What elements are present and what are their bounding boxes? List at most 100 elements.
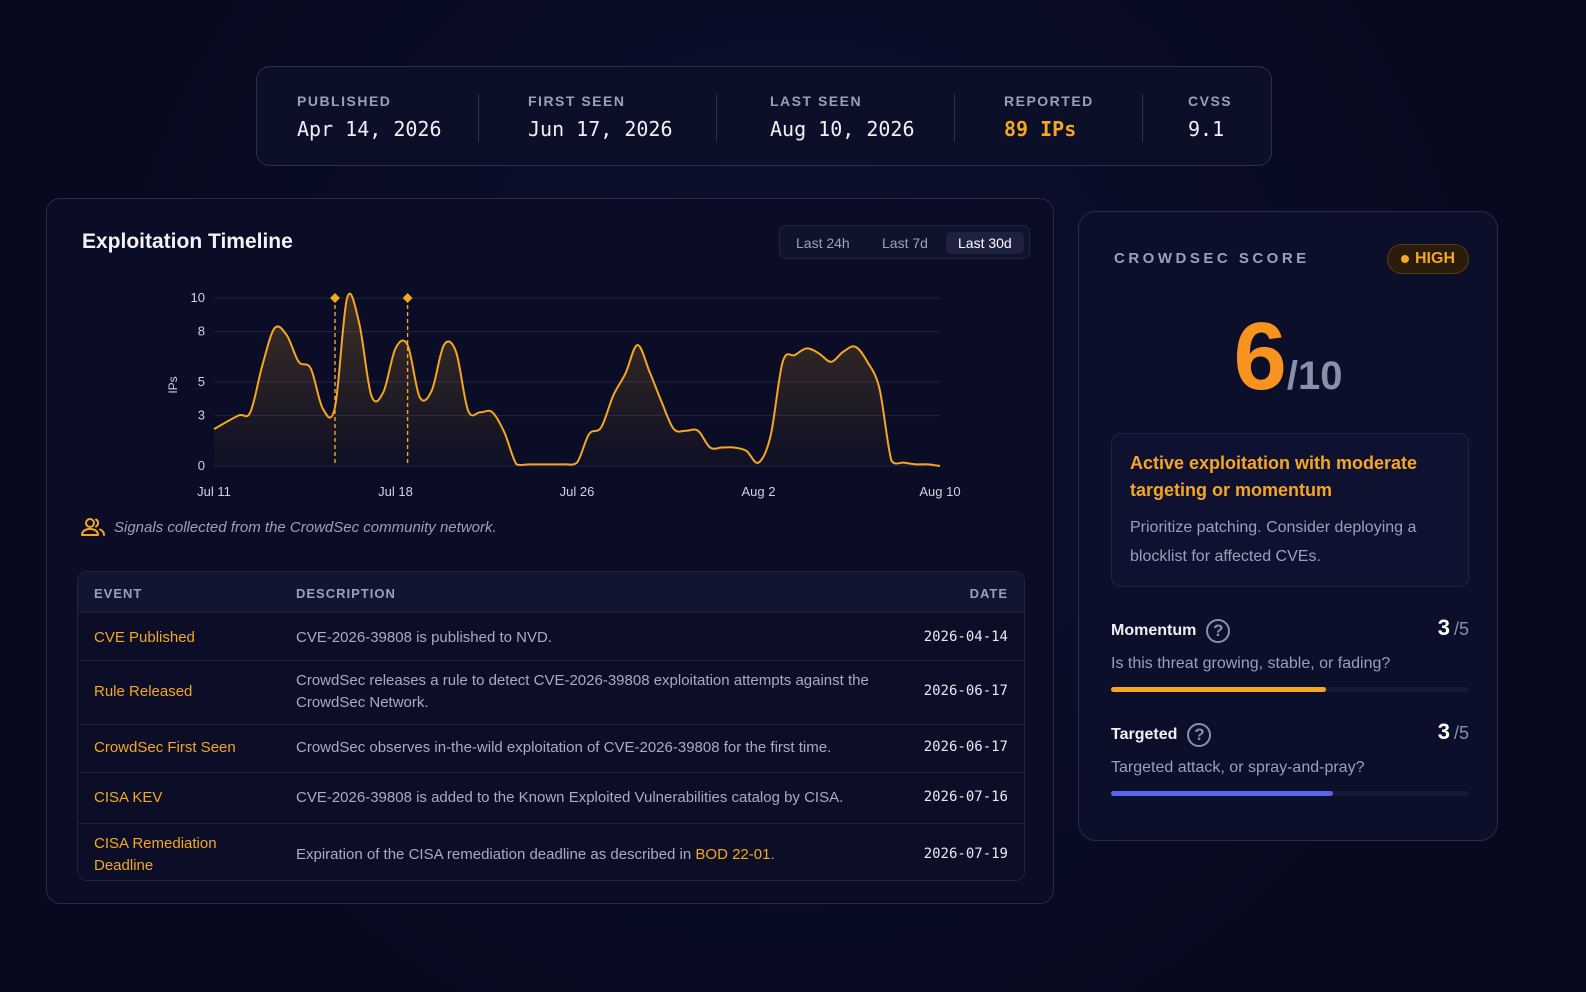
stat-value: Apr 14, 2026 xyxy=(297,117,442,141)
metric-value: 3 xyxy=(1437,615,1450,640)
table-row: CrowdSec First Seen CrowdSec observes in… xyxy=(78,724,1024,772)
score-value: 6/10 xyxy=(1079,302,1497,412)
severity-text: HIGH xyxy=(1415,250,1455,267)
series-line xyxy=(213,292,941,467)
stat-reported: REPORTED 89 IPs xyxy=(1004,93,1094,141)
metric-bar-fill xyxy=(1111,791,1333,796)
range-option-7d[interactable]: Last 7d xyxy=(882,235,928,251)
event-date: 2026-07-16 xyxy=(923,789,1008,805)
description-text: . xyxy=(770,846,775,863)
advice-box: Active exploitation with moderate target… xyxy=(1111,433,1469,587)
stat-value: 9.1 xyxy=(1188,117,1225,141)
exploitation-timeline-panel: Exploitation Timeline Last 24h Last 7d L… xyxy=(46,198,1054,904)
y-tick-label: 0 xyxy=(198,458,205,473)
metric-bar-fill xyxy=(1111,687,1326,692)
score-denominator: /10 xyxy=(1286,354,1343,398)
divider xyxy=(716,94,717,142)
metric-name: Momentum ? xyxy=(1111,619,1231,643)
stat-value: 89 IPs xyxy=(1004,117,1077,141)
metric-question: Targeted attack, or spray-and-pray? xyxy=(1111,759,1365,776)
stat-cvss: CVSS 9.1 xyxy=(1188,93,1232,141)
x-tick-label: Aug 10 xyxy=(919,484,960,499)
help-icon[interactable]: ? xyxy=(1187,723,1212,747)
advice-title: Active exploitation with moderate target… xyxy=(1130,453,1418,500)
stat-label: LAST SEEN xyxy=(770,93,863,109)
crowdsec-score-card: CROWDSEC SCORE HIGH 6/10 Active exploita… xyxy=(1078,211,1498,841)
community-icon xyxy=(81,518,105,536)
metric-score: 3/5 xyxy=(1438,719,1469,745)
x-tick-label: Jul 26 xyxy=(560,484,595,499)
event-description: CVE-2026-39808 is published to NVD. xyxy=(296,629,552,646)
range-option-30d[interactable]: Last 30d xyxy=(946,232,1024,254)
stat-published: PUBLISHED Apr 14, 2026 xyxy=(297,93,442,141)
help-icon[interactable]: ? xyxy=(1206,619,1231,643)
stat-label: CVSS xyxy=(1188,93,1233,109)
metric-label: Targeted xyxy=(1111,726,1178,743)
divider xyxy=(478,94,479,142)
event-name: Rule Released xyxy=(94,683,193,700)
score-number: 6 xyxy=(1233,303,1287,410)
metric-max: /5 xyxy=(1453,619,1469,639)
stat-value: Jun 17, 2026 xyxy=(528,117,673,141)
y-tick-label: 8 xyxy=(198,324,205,339)
table-header: EVENT DESCRIPTION DATE xyxy=(78,572,1024,612)
score-label: CROWDSEC SCORE xyxy=(1114,250,1310,267)
event-description: CrowdSec releases a rule to detect CVE-2… xyxy=(296,672,869,711)
advice-body: Prioritize patching. Consider deploying … xyxy=(1130,519,1417,565)
y-tick-label: 10 xyxy=(191,290,205,305)
signal-note-text: Signals collected from the CrowdSec comm… xyxy=(114,518,497,536)
event-date: 2026-06-17 xyxy=(923,739,1008,755)
column-header-description: DESCRIPTION xyxy=(296,586,396,601)
event-description: CVE-2026-39808 is added to the Known Exp… xyxy=(296,789,844,806)
event-description: CrowdSec observes in-the-wild exploitati… xyxy=(296,739,832,756)
table-row: CISA Remediation Deadline Expiration of … xyxy=(78,823,1024,880)
metric-max: /5 xyxy=(1453,723,1469,743)
time-range-selector: Last 24h Last 7d Last 30d xyxy=(779,225,1030,259)
event-name: CISA Remediation Deadline xyxy=(94,835,217,874)
stat-value: Aug 10, 2026 xyxy=(770,117,915,141)
metric-bar xyxy=(1111,687,1469,692)
table-row: CISA KEV CVE-2026-39808 is added to the … xyxy=(78,772,1024,823)
event-date: 2026-06-17 xyxy=(923,683,1008,699)
signal-note: Signals collected from the CrowdSec comm… xyxy=(80,517,497,537)
event-name: CrowdSec First Seen xyxy=(94,739,236,756)
metric-value: 3 xyxy=(1437,719,1450,744)
events-table: EVENT DESCRIPTION DATE CVE Published CVE… xyxy=(77,571,1025,881)
x-tick-label: Jul 18 xyxy=(378,484,413,499)
cve-stats-bar: PUBLISHED Apr 14, 2026 FIRST SEEN Jun 17… xyxy=(256,66,1272,166)
metric-score: 3/5 xyxy=(1438,615,1469,641)
event-name: CISA KEV xyxy=(94,789,163,806)
stat-label: PUBLISHED xyxy=(297,93,392,109)
event-description: Expiration of the CISA remediation deadl… xyxy=(296,844,896,866)
stat-last-seen: LAST SEEN Aug 10, 2026 xyxy=(770,93,915,141)
metric-bar xyxy=(1111,791,1469,796)
column-header-date: DATE xyxy=(969,586,1008,601)
metric-label: Momentum xyxy=(1111,622,1197,639)
description-text: Expiration of the CISA remediation deadl… xyxy=(296,846,696,863)
y-axis-label: IPs xyxy=(166,376,180,393)
event-marker[interactable] xyxy=(402,293,413,303)
status-dot-icon xyxy=(1401,255,1409,263)
table-row: CVE Published CVE-2026-39808 is publishe… xyxy=(78,612,1024,660)
exploitation-chart: 0 3 5 8 10 Jul 11 Jul 18 Jul 26 Aug 2 Aug 10 IPs xyxy=(166,290,961,499)
stat-first-seen: FIRST SEEN Jun 17, 2026 xyxy=(528,93,673,141)
stat-label: REPORTED xyxy=(1004,93,1094,109)
column-header-event: EVENT xyxy=(94,586,143,601)
event-name: CVE Published xyxy=(94,629,195,646)
range-option-24h[interactable]: Last 24h xyxy=(796,235,850,251)
y-tick-label: 3 xyxy=(198,408,205,423)
event-date: 2026-04-14 xyxy=(923,629,1008,645)
severity-badge: HIGH xyxy=(1387,244,1469,274)
stat-label: FIRST SEEN xyxy=(528,93,626,109)
metric-name: Targeted ? xyxy=(1111,723,1212,747)
x-tick-label: Aug 2 xyxy=(742,484,776,499)
event-date: 2026-07-19 xyxy=(923,846,1008,862)
panel-title: Exploitation Timeline xyxy=(82,230,293,253)
event-marker[interactable] xyxy=(330,293,340,303)
divider xyxy=(1142,94,1143,142)
bod-22-01-link[interactable]: BOD 22-01 xyxy=(695,846,771,863)
divider xyxy=(954,94,955,142)
table-row: Rule Released CrowdSec releases a rule t… xyxy=(78,660,1024,724)
x-tick-label: Jul 11 xyxy=(197,484,231,499)
y-tick-label: 5 xyxy=(198,374,205,389)
